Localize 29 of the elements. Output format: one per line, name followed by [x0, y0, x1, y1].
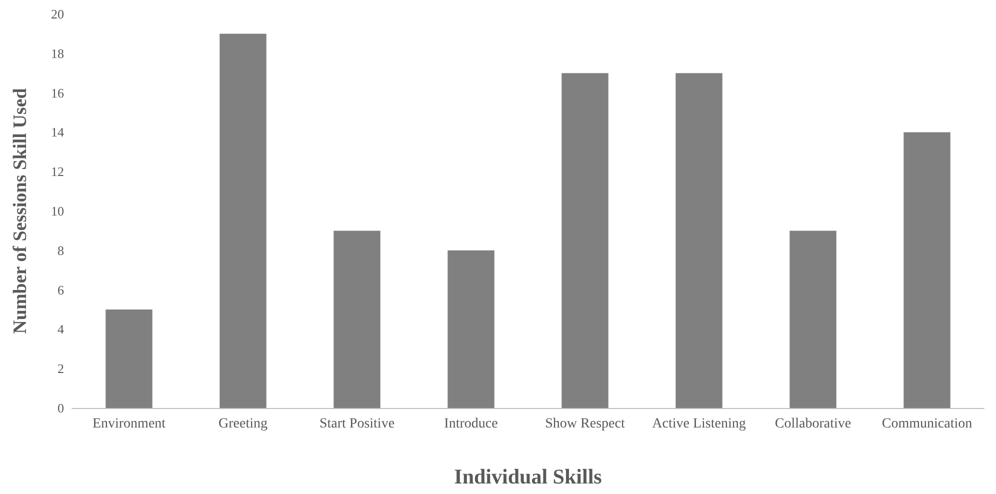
- x-axis-title: Individual Skills: [454, 464, 602, 488]
- x-tick-label: Show Respect: [545, 416, 625, 432]
- bar: [106, 310, 152, 408]
- y-tick-label: 18: [51, 46, 64, 61]
- y-tick-label: 12: [51, 164, 64, 180]
- x-tick-label: Start Positive: [319, 416, 395, 432]
- bar: [790, 230, 836, 408]
- y-tick-label: 4: [58, 322, 64, 337]
- bar: [220, 34, 266, 408]
- bar: [448, 250, 494, 408]
- x-tick-label: Collaborative: [774, 416, 852, 432]
- y-tick-label: 6: [58, 282, 64, 298]
- y-tick-label: 0: [58, 400, 64, 416]
- y-tick-label: 10: [51, 204, 64, 218]
- x-tick-label: Active Listening: [652, 416, 746, 432]
- y-axis-title: Number of Sessions Skill Used: [10, 88, 31, 334]
- y-tick-label: 2: [58, 361, 64, 376]
- bar: [334, 230, 380, 408]
- x-tick-label: Greeting: [218, 416, 268, 432]
- bar: [676, 73, 722, 408]
- y-tick-label: 14: [51, 124, 64, 140]
- y-tick-label: 16: [51, 85, 64, 100]
- x-tick-label: Environment: [92, 416, 166, 432]
- x-tick-label: Introduce: [444, 416, 498, 432]
- bar: [562, 73, 608, 408]
- y-tick-label: 20: [51, 6, 64, 22]
- y-tick-label: 8: [58, 242, 64, 258]
- bar: [904, 132, 950, 408]
- x-tick-label: Communication: [882, 416, 972, 432]
